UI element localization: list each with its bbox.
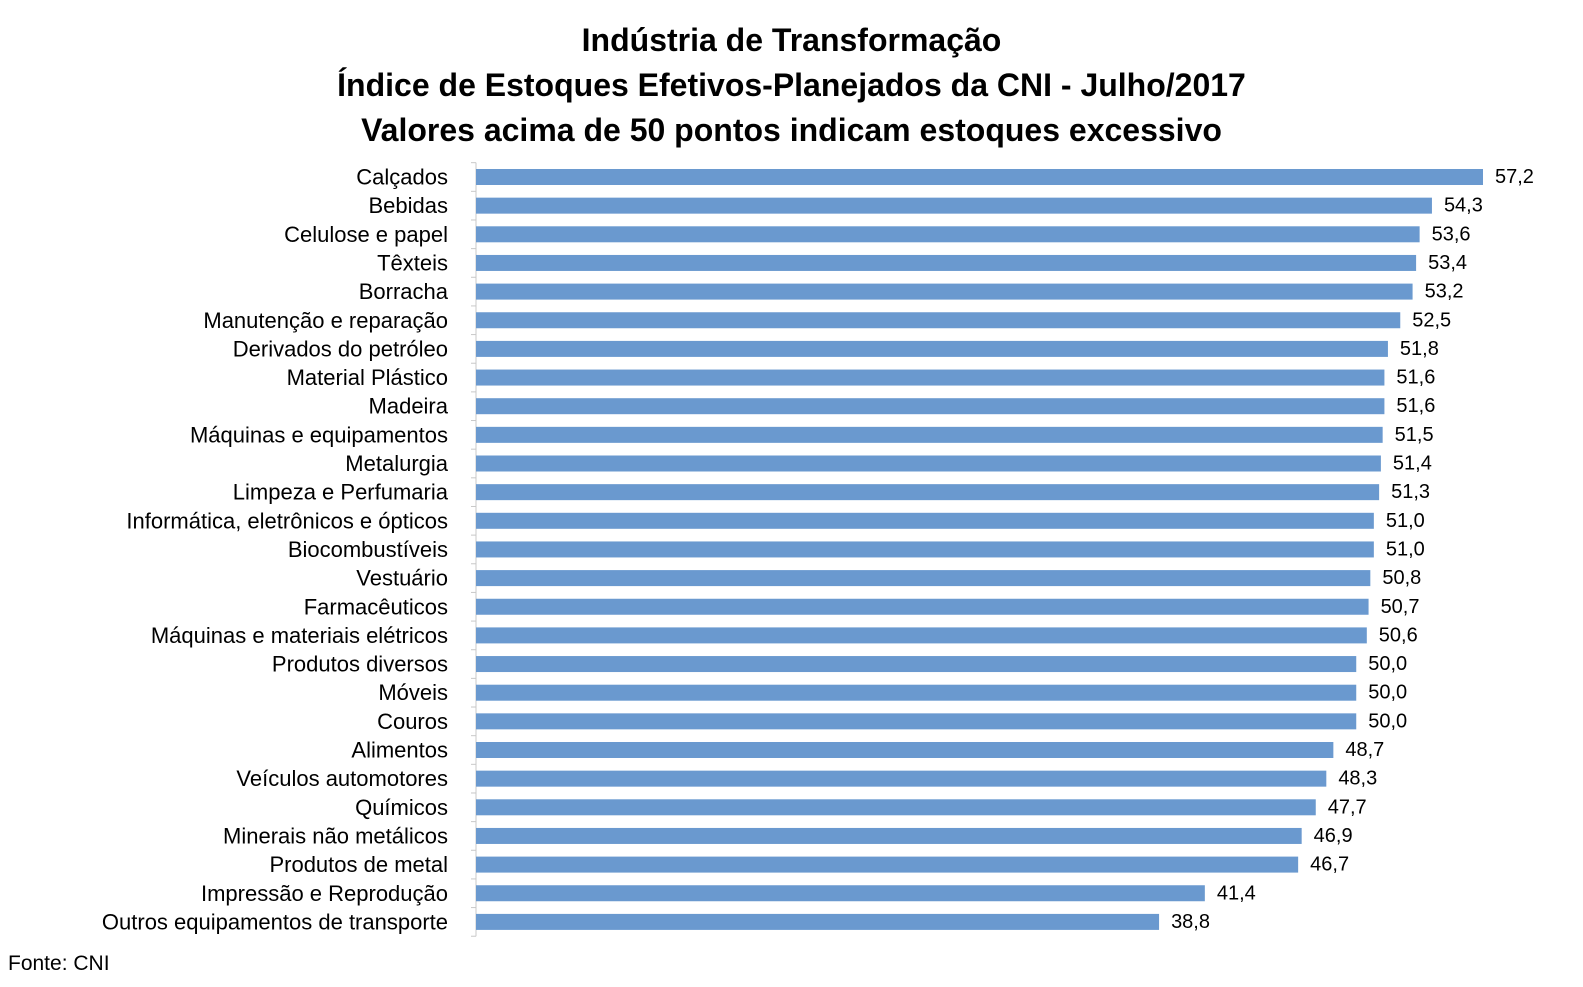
chart-title-line-3: Valores acima de 50 pontos indicam estoq… [361,112,1222,148]
category-label: Máquinas e equipamentos [190,422,448,447]
category-label: Impressão e Reprodução [201,881,448,906]
bar [476,398,1385,415]
bar [476,541,1374,558]
value-label: 51,6 [1396,395,1435,417]
bar [476,856,1299,873]
value-label: 46,7 [1310,854,1349,876]
category-label: Têxteis [377,250,448,275]
bar [476,742,1334,758]
value-label: 46,9 [1314,825,1353,847]
bars [476,169,1483,930]
value-label: 50,6 [1379,624,1418,646]
category-label: Minerais não metálicos [223,823,448,848]
category-label: Biocombustíveis [288,537,448,562]
value-label: 50,0 [1368,682,1407,704]
bar [476,340,1388,357]
bar [476,512,1374,529]
bar [476,455,1381,472]
category-label: Alimentos [351,738,448,763]
value-label: 41,4 [1217,882,1256,904]
value-label: 50,7 [1381,596,1420,618]
bar [476,283,1413,300]
chart-title-line-1: Indústria de Transformação [581,22,1002,58]
chart-title-line-2: Índice de Estoques Efetivos-Planejados d… [337,67,1246,103]
value-label: 47,7 [1328,796,1367,818]
category-label: Informática, eletrônicos e ópticos [126,508,448,533]
bar [476,799,1316,816]
category-label: Metalurgia [345,451,448,476]
category-label: Farmacêuticos [304,594,448,619]
value-label: 51,4 [1393,453,1432,475]
value-label: 51,0 [1386,510,1425,532]
value-label: 51,0 [1386,538,1425,560]
category-label: Material Plástico [287,365,448,390]
value-label: 38,8 [1171,911,1210,933]
category-label: Móveis [378,680,448,705]
value-label: 48,7 [1345,739,1384,761]
value-label: 51,3 [1391,481,1430,503]
value-label: 51,8 [1400,338,1439,360]
category-label: Máquinas e materiais elétricos [151,623,448,648]
value-label: 51,6 [1396,367,1435,389]
bar [476,226,1420,243]
category-label: Manutenção e reparação [203,308,448,333]
bar [476,684,1357,701]
value-label: 51,5 [1395,424,1434,446]
bar [476,913,1160,930]
value-label: 53,2 [1425,281,1464,303]
bar [476,426,1383,443]
bar [476,598,1369,615]
category-label: Químicos [355,795,448,820]
bar [476,570,1371,587]
category-labels: Calçados Bebidas Celulose e papel Têxteis Bo… [102,165,449,935]
category-label: Outros equipamentos de transporte [102,909,448,934]
bar [476,254,1417,271]
bar [476,713,1357,730]
bar [476,197,1432,214]
bar [476,885,1205,902]
bar [476,312,1401,329]
category-label: Produtos diversos [272,652,448,677]
value-label: 50,0 [1368,653,1407,675]
value-label: 57,2 [1495,166,1534,188]
value-label: 54,3 [1444,195,1483,217]
axis-layer [471,162,477,937]
category-label: Madeira [369,394,449,419]
category-label: Veículos automotores [236,766,448,791]
category-label: Vestuário [356,566,448,591]
category-label: Bebidas [368,193,448,218]
category-label: Borracha [359,279,449,304]
value-label: 53,6 [1432,223,1471,245]
value-label: 52,5 [1412,309,1451,331]
bar [476,656,1357,673]
value-label: 53,4 [1428,252,1467,274]
bar [476,369,1385,386]
chart-title: Indústria de Transformação Índice de Est… [0,18,1583,153]
value-label: 48,3 [1338,768,1377,790]
bar [476,827,1302,844]
bar [476,169,1483,185]
category-label: Produtos de metal [269,852,448,877]
value-label: 50,0 [1368,710,1407,732]
category-label: Couros [377,709,448,734]
category-label: Limpeza e Perfumaria [233,480,449,505]
value-label: 50,8 [1382,567,1421,589]
bar [476,770,1327,787]
source-note: Fonte: CNI [8,952,110,975]
category-label: Derivados do petróleo [233,336,448,361]
bar [476,484,1380,501]
category-label: Celulose e papel [284,222,448,247]
bar [476,627,1367,644]
value-labels: 57,2 54,3 53,6 53,4 53,2 52,5 51,8 51,6 51,6 51,5… [1171,166,1534,933]
category-label: Calçados [356,165,448,190]
